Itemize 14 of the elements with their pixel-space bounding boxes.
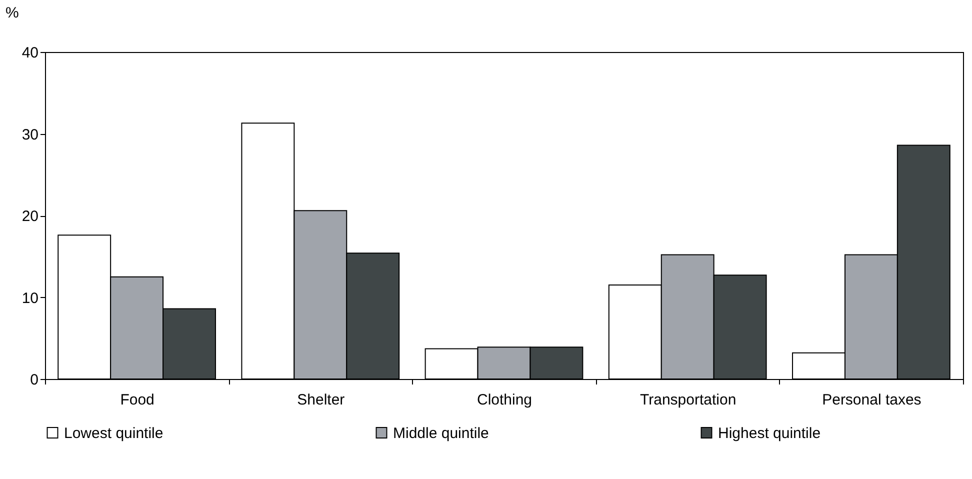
- x-tick-label: Personal taxes: [822, 392, 922, 408]
- legend-label: Highest quintile: [718, 424, 821, 442]
- y-tick-label: 20: [22, 208, 38, 225]
- y-tick-label: 30: [22, 126, 38, 144]
- x-tick-label: Clothing: [476, 392, 532, 408]
- y-tick-label: 10: [22, 290, 38, 307]
- legend-label: Lowest quintile: [64, 424, 164, 442]
- y-axis-title: %: [6, 4, 19, 22]
- x-tick-label: Transportation: [640, 392, 736, 408]
- y-tick-label: 40: [22, 44, 38, 62]
- x-tick-label: Shelter: [297, 392, 345, 408]
- y-tick-label: 0: [30, 372, 38, 388]
- legend-label: Middle quintile: [393, 424, 489, 442]
- x-tick-label: Food: [120, 392, 154, 408]
